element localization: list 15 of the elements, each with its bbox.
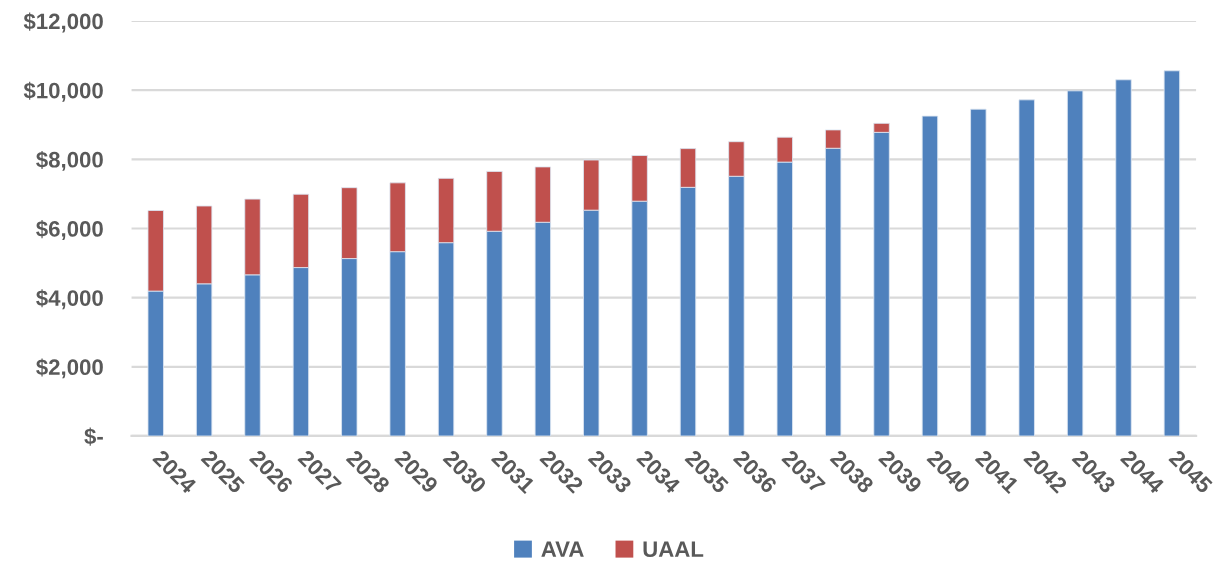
y-tick-label: $6,000 bbox=[36, 220, 103, 240]
y-tick-label: $- bbox=[84, 427, 103, 446]
bar bbox=[921, 115, 939, 436]
y-tick-label: $2,000 bbox=[36, 358, 103, 379]
bar bbox=[1163, 70, 1181, 436]
legend-label: AVA bbox=[541, 541, 584, 557]
bar bbox=[1018, 99, 1035, 436]
bar bbox=[970, 108, 987, 436]
legend-label: UAAL bbox=[643, 541, 704, 558]
bar bbox=[1115, 79, 1132, 436]
y-tick-label: $10,000 bbox=[23, 81, 103, 102]
y-tick-label: $8,000 bbox=[36, 150, 103, 171]
bar bbox=[1066, 90, 1084, 436]
y-tick-label: $12,000 bbox=[23, 12, 103, 33]
y-tick-label: $4,000 bbox=[36, 289, 103, 310]
